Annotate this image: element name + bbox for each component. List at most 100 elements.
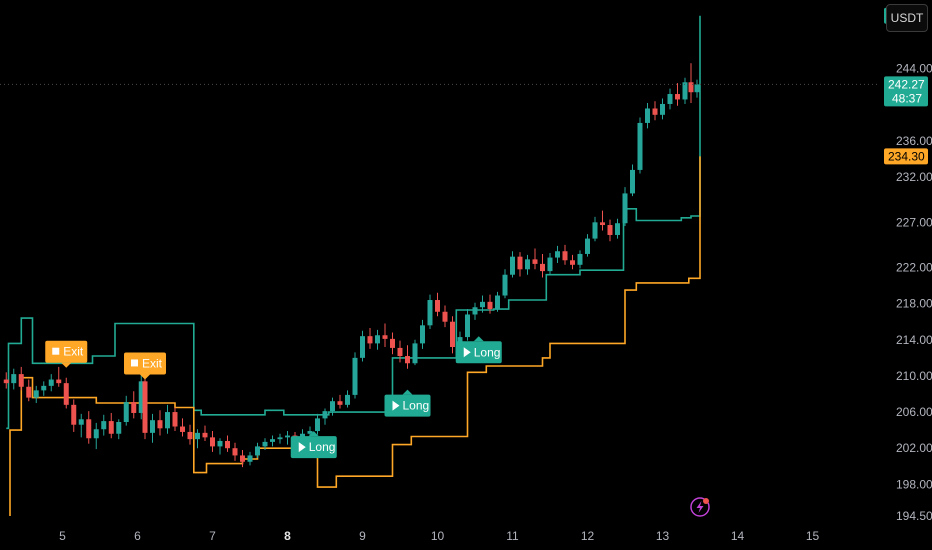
candle (352, 352, 358, 399)
candle-body (450, 321, 455, 348)
candle (41, 381, 47, 396)
candle (525, 254, 530, 275)
candle (180, 418, 185, 437)
candle (442, 305, 448, 328)
candle (210, 431, 215, 452)
candle (255, 442, 260, 459)
candle (532, 248, 538, 270)
candle-body (285, 435, 290, 438)
candle (645, 103, 650, 129)
candle (277, 433, 283, 444)
candle (660, 98, 665, 120)
candle-body (495, 295, 500, 310)
candle (555, 245, 560, 263)
candle (585, 234, 590, 257)
candle (375, 329, 380, 350)
orange-stop-line (9, 156, 701, 516)
candle (322, 408, 328, 425)
candle-body (435, 300, 440, 312)
candle-body (367, 336, 373, 344)
candle (412, 339, 418, 366)
candle-body (390, 338, 395, 348)
y-tick-label: 202.00 (896, 441, 932, 455)
y-tick-label: 232.00 (896, 170, 932, 184)
x-tick-label: 15 (806, 529, 820, 543)
y-tick-label: 244.00 (896, 62, 932, 76)
candle-body (420, 325, 425, 344)
signal-label: Long (403, 399, 430, 413)
signal-pointer (402, 389, 413, 395)
long-signal: Long (455, 336, 502, 364)
candle-body (48, 379, 54, 386)
candle (150, 413, 155, 443)
price-tag-value: 234.30 (888, 149, 925, 163)
price-tag-bg (884, 76, 928, 107)
candle (93, 422, 99, 450)
candle-body (555, 251, 560, 258)
candle (622, 187, 628, 226)
candle (420, 319, 425, 349)
candle-body (607, 225, 613, 235)
candle-body (247, 455, 253, 462)
y-tick-label: 210.00 (896, 369, 932, 383)
candle (630, 164, 635, 197)
currency-button[interactable]: USDT (886, 4, 928, 32)
candle-body (11, 374, 17, 384)
candle-body (675, 94, 680, 100)
signal-label: Exit (63, 345, 84, 359)
price-tag-value: 242.27 (888, 77, 925, 91)
candle (330, 397, 335, 416)
signal-box (290, 436, 337, 459)
candle (472, 302, 478, 320)
time-axis[interactable]: 5 6 7 8 9 10 11 12 13 14 15 (59, 529, 819, 543)
exit-signal: Exit (45, 340, 88, 368)
lightning-bolt-icon[interactable] (690, 497, 710, 517)
candle (142, 368, 148, 440)
candle (540, 253, 545, 278)
candle (123, 395, 129, 426)
candle-body (465, 314, 470, 338)
candle-body (427, 300, 433, 326)
candle (138, 374, 144, 420)
candle-body (352, 357, 358, 395)
candle (405, 345, 410, 369)
candle-body (622, 193, 628, 224)
candle (71, 399, 77, 432)
candle (570, 254, 575, 270)
candle-body (322, 411, 328, 419)
candle (78, 413, 84, 438)
candle-body (116, 422, 122, 434)
signal-pointer (61, 362, 72, 368)
x-tick-label: 5 (59, 529, 66, 543)
candle (667, 88, 673, 110)
candle (3, 372, 9, 389)
candle (397, 340, 403, 363)
candle (465, 309, 470, 341)
candle (547, 253, 553, 275)
candle (48, 374, 54, 392)
price-axis[interactable]: 244.00 236.00 232.00 227.00 222.00 218.00 214.… (896, 62, 932, 523)
candle-body (262, 441, 268, 447)
candle-body (442, 311, 448, 322)
candle (450, 316, 455, 354)
x-tick-label: 13 (656, 529, 670, 543)
candle (517, 252, 523, 277)
candle (187, 424, 193, 445)
candle (108, 412, 114, 439)
candle-body (108, 421, 114, 434)
candle-body (540, 263, 545, 272)
candle-body (3, 379, 9, 384)
candle (18, 366, 24, 391)
candle-body (630, 169, 635, 194)
candle-body (86, 419, 92, 439)
candle (495, 291, 500, 312)
x-tick-label: 12 (581, 529, 595, 543)
candles-layer (3, 63, 700, 468)
candle (225, 435, 230, 452)
candle-body (547, 257, 553, 272)
candle-body (345, 394, 350, 405)
x-tick-label: 9 (359, 529, 366, 543)
candle (217, 438, 223, 455)
